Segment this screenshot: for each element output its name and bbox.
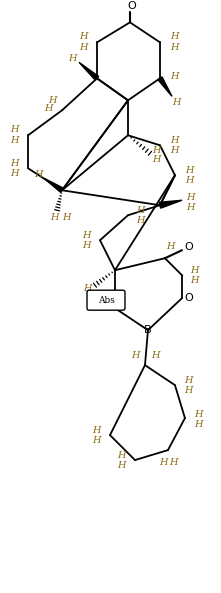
Text: H: H: [83, 283, 91, 293]
Text: H: H: [190, 266, 198, 275]
Text: H: H: [136, 206, 144, 215]
Text: H: H: [34, 170, 42, 178]
Text: H: H: [79, 32, 87, 41]
Polygon shape: [79, 62, 99, 80]
Text: H: H: [48, 96, 56, 105]
Text: H: H: [151, 350, 159, 359]
Text: H: H: [10, 136, 18, 145]
Text: H: H: [170, 136, 178, 145]
Text: H: H: [194, 420, 202, 429]
Text: H: H: [82, 241, 90, 250]
Text: H: H: [79, 43, 87, 52]
Text: H: H: [10, 159, 18, 168]
Text: H: H: [131, 350, 139, 359]
Text: H: H: [152, 155, 160, 164]
Text: H: H: [170, 32, 178, 41]
Text: O: O: [185, 242, 193, 252]
Text: H: H: [92, 426, 100, 435]
Text: H: H: [10, 125, 18, 134]
Text: H: H: [186, 193, 194, 202]
Text: O: O: [128, 1, 136, 11]
Text: O: O: [185, 293, 193, 303]
Text: H: H: [136, 216, 144, 225]
Text: H: H: [152, 146, 160, 155]
Text: H: H: [184, 385, 192, 394]
Polygon shape: [158, 77, 172, 96]
Text: H: H: [186, 203, 194, 212]
Text: H: H: [82, 231, 90, 240]
Text: Abs: Abs: [97, 296, 114, 305]
FancyBboxPatch shape: [87, 290, 125, 310]
Text: H: H: [172, 98, 180, 107]
Text: H: H: [190, 276, 198, 285]
Text: H: H: [92, 436, 100, 445]
Text: H: H: [10, 169, 18, 178]
Text: H: H: [159, 458, 167, 467]
Text: H: H: [170, 72, 178, 81]
Text: H: H: [68, 54, 76, 63]
Text: B: B: [144, 325, 152, 335]
Text: H: H: [170, 146, 178, 155]
Polygon shape: [44, 178, 63, 192]
Text: H: H: [117, 451, 125, 460]
Polygon shape: [159, 200, 182, 208]
Text: H: H: [169, 458, 177, 467]
Text: H: H: [62, 213, 70, 222]
Text: H: H: [117, 461, 125, 470]
Text: H: H: [44, 104, 52, 113]
Text: H: H: [166, 242, 174, 251]
Text: H: H: [170, 43, 178, 52]
Text: H: H: [194, 410, 202, 419]
Text: H: H: [185, 176, 193, 185]
Text: H: H: [185, 166, 193, 175]
Text: H: H: [50, 213, 58, 222]
Text: H: H: [184, 375, 192, 385]
